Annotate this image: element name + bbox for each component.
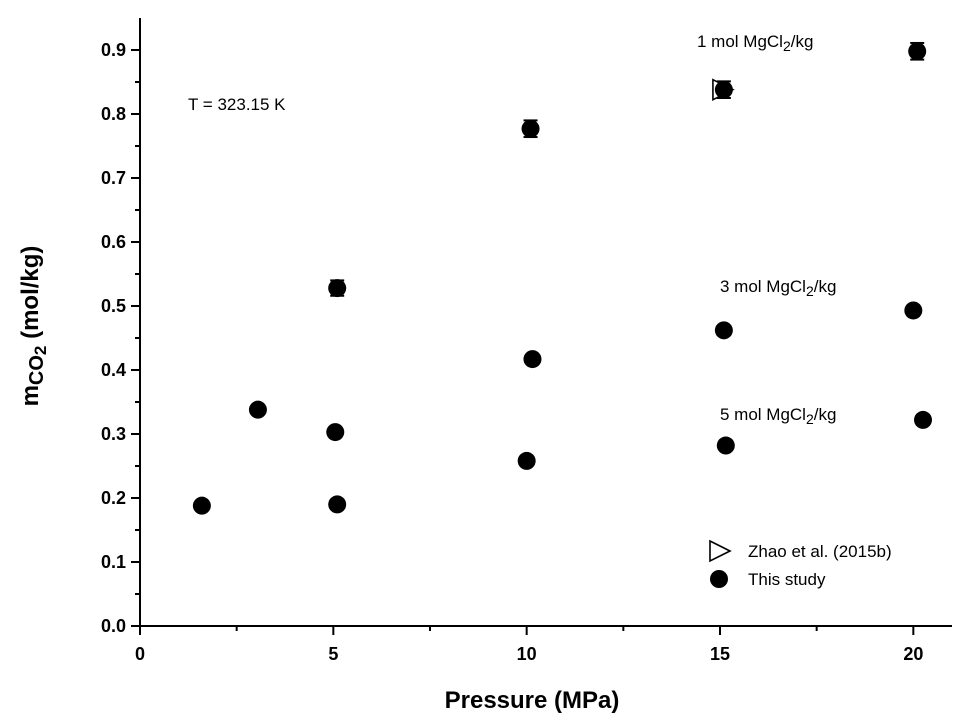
data-point: [523, 350, 542, 369]
data-marks: [192, 41, 932, 515]
y-tick-label: 0.5: [101, 296, 126, 316]
y-axis-title-main: m: [17, 385, 44, 406]
y-tick-label: 0.1: [101, 552, 126, 572]
y-tick-label: 0.4: [101, 360, 126, 380]
x-tick-label: 10: [517, 644, 537, 664]
data-point: [517, 451, 536, 470]
legend-label: Zhao et al. (2015b): [748, 542, 892, 561]
x-tick-label: 5: [328, 644, 338, 664]
data-point: [328, 279, 347, 298]
x-tick-label: 20: [903, 644, 923, 664]
y-tick-label: 0.7: [101, 168, 126, 188]
annotation-text: /kg: [791, 32, 814, 51]
y-tick-label: 0.3: [101, 424, 126, 444]
y-tick-label: 0.6: [101, 232, 126, 252]
annotations: T = 323.15 K1 mol MgCl2/kg3 mol MgCl2/kg…: [188, 32, 836, 427]
y-axis-title: mCO2 (mol/kg): [17, 246, 50, 407]
data-point: [904, 301, 923, 320]
y-tick-label: 0.8: [101, 104, 126, 124]
x-tick-label: 0: [135, 644, 145, 664]
x-axis: 0 5 10 15 20 Pressure (MPa): [135, 626, 923, 714]
data-point: [326, 423, 345, 442]
data-point: [192, 496, 211, 515]
annotation-text: 5 mol MgCl: [720, 405, 806, 424]
annotation-mg3: 3 mol MgCl2/kg: [720, 277, 836, 299]
data-point: [908, 42, 927, 61]
y-axis-title-unit: (mol/kg): [17, 246, 44, 346]
data-point: [328, 495, 347, 514]
annotation-subscript: 2: [806, 411, 814, 427]
annotation-text: 3 mol MgCl: [720, 277, 806, 296]
annotation-text: /kg: [814, 277, 837, 296]
x-tick-label: 15: [710, 644, 730, 664]
y-tick-label: 0.0: [101, 616, 126, 636]
annotation-mg5: 5 mol MgCl2/kg: [720, 405, 836, 427]
y-axis: 0.0 0.1 0.2 0.3 0.4 0.5 0.6 0.7 0.8 0.9 mCO2 (mol/…: [17, 40, 140, 636]
legend-label: This study: [748, 570, 826, 589]
data-point: [716, 436, 735, 455]
annotation-text: /kg: [814, 405, 837, 424]
annotation-temp: T = 323.15 K: [188, 95, 286, 114]
annotation-subscript: 2: [783, 38, 791, 54]
annotation-mg1: 1 mol MgCl2/kg: [697, 32, 813, 54]
legend: Zhao et al. (2015b) This study: [709, 539, 892, 589]
x-axis-title: Pressure (MPa): [445, 687, 620, 714]
legend-marker-circle: [710, 570, 728, 588]
data-point: [714, 321, 733, 340]
y-axis-title-sub: CO: [26, 355, 48, 385]
data-point: [914, 410, 932, 429]
annotation-text: 1 mol MgCl: [697, 32, 783, 51]
y-tick-label: 0.2: [101, 488, 126, 508]
data-point: [521, 119, 540, 138]
legend-marker-triangle: [709, 539, 732, 563]
data-point: [248, 400, 267, 419]
annotation-subscript: 2: [806, 283, 814, 299]
y-axis-title-sub2: 2: [31, 346, 50, 355]
data-point: [714, 80, 733, 99]
y-tick-label: 0.9: [101, 40, 126, 60]
